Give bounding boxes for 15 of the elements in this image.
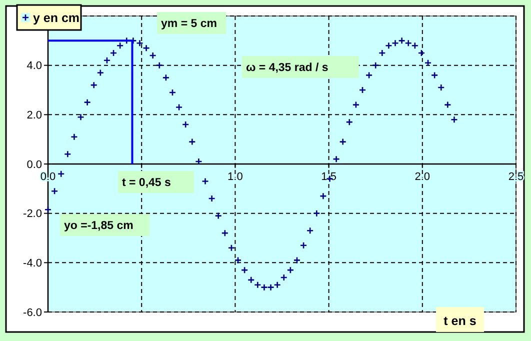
x-tick-label: 2.0 (414, 171, 430, 183)
y-tick-label: 4.0 (26, 60, 42, 72)
y-tick-label: -4.0 (23, 258, 42, 270)
annotation: ym = 5 cm (161, 18, 217, 30)
y-tick-label: 0.0 (26, 158, 42, 171)
x-axis-title: t en s (444, 314, 476, 328)
annotation: yo =-1,85 cm (64, 220, 134, 232)
y-tick-label: 2.0 (26, 110, 42, 122)
y-tick-label: -6.0 (23, 306, 42, 319)
x-tick-label: 2.5 (508, 171, 524, 183)
y-tick-label: -2.0 (23, 208, 42, 220)
annotation: ω = 4,35 rad / s (246, 62, 328, 74)
x-tick-label: 1.0 (228, 171, 243, 183)
legend-label: y en cm (33, 11, 80, 25)
annotation: t = 0,45 s (122, 177, 171, 189)
